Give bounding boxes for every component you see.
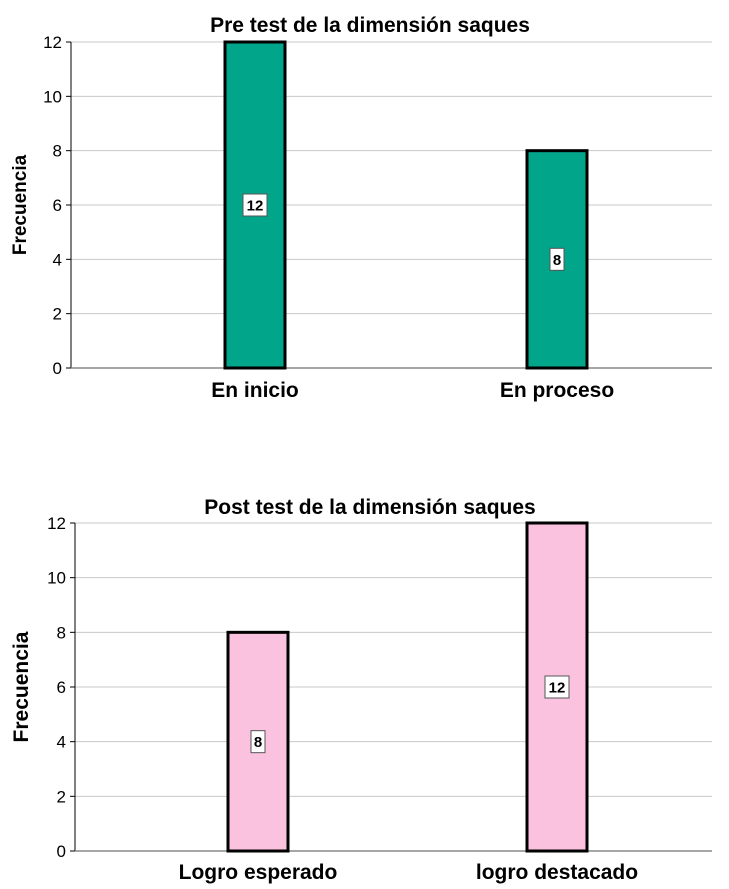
y-axis-label: Frecuencia — [10, 631, 33, 742]
y-tick-label: 0 — [57, 842, 66, 861]
y-tick-label: 6 — [57, 678, 66, 697]
y-axis-label: Frecuencia — [10, 154, 31, 255]
y-tick-label: 8 — [53, 142, 62, 161]
data-label: 8 — [553, 252, 561, 269]
chart-title: Pre test de la dimensión saques — [210, 14, 530, 37]
data-label-box — [549, 247, 565, 271]
y-tick-label: 0 — [53, 359, 62, 378]
y-tick-label: 4 — [53, 250, 62, 269]
data-label-box — [242, 193, 268, 217]
pre-test-chart: Pre test de la dimensión saques Frecuenc… — [10, 14, 712, 402]
y-tick-label: 10 — [43, 87, 62, 106]
x-tick-label: En inicio — [211, 379, 299, 402]
x-tick-label: logro destacado — [476, 861, 638, 884]
y-tick-label: 8 — [57, 623, 66, 642]
y-tick-label: 12 — [43, 33, 62, 52]
chart-title: Post test de la dimensión saques — [204, 496, 535, 519]
data-label-box — [250, 730, 266, 754]
x-tick-label: Logro esperado — [179, 861, 338, 884]
y-tick-label: 4 — [57, 733, 66, 752]
y-tick-label: 6 — [53, 196, 62, 215]
data-label: 12 — [549, 680, 566, 697]
y-tick-label: 10 — [47, 569, 66, 588]
y-tick-label: 12 — [47, 514, 66, 533]
x-tick-label: En proceso — [500, 379, 614, 402]
y-tick-label: 2 — [57, 787, 66, 806]
data-label-box — [544, 675, 570, 699]
post-test-chart: Post test de la dimensión saques Frecuen… — [10, 496, 712, 884]
data-label: 12 — [247, 198, 264, 215]
y-tick-label: 2 — [53, 305, 62, 324]
data-label: 8 — [254, 734, 262, 751]
